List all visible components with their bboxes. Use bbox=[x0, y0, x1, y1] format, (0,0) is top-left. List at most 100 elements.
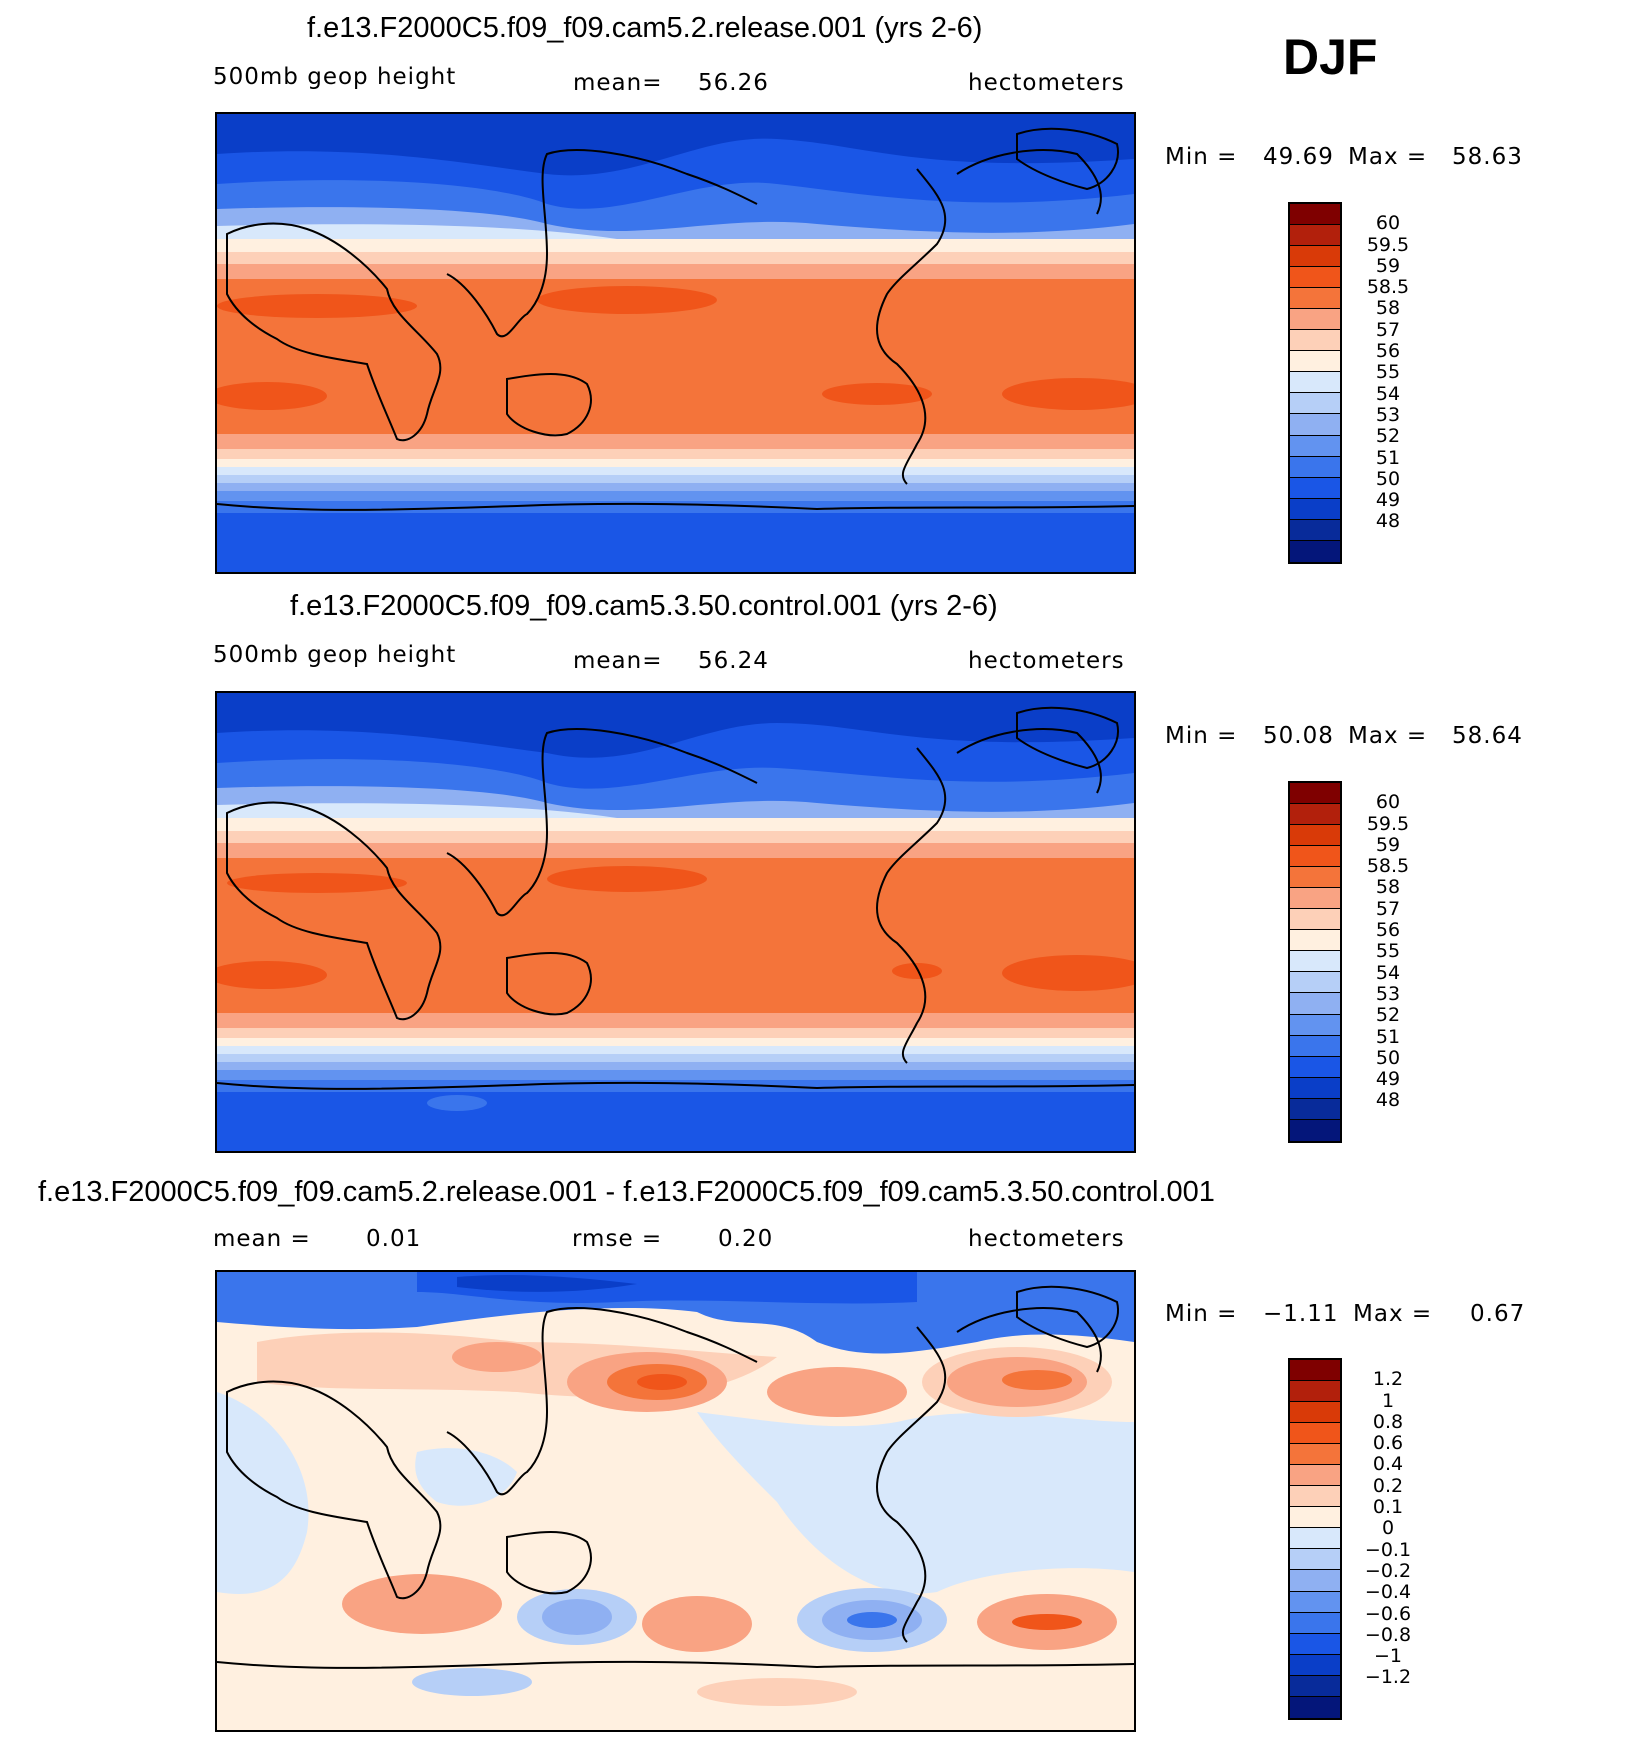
colorbar-segment bbox=[1290, 888, 1340, 910]
panel3-colorbar bbox=[1288, 1358, 1342, 1720]
colorbar-segment bbox=[1290, 993, 1340, 1015]
colorbar-segment bbox=[1290, 225, 1340, 247]
colorbar-segment bbox=[1290, 930, 1340, 952]
colorbar-tick-label: 1.2 bbox=[1372, 1368, 1404, 1391]
panel1-max-label: Max = bbox=[1348, 144, 1428, 170]
colorbar-tick-label: 0.1 bbox=[1372, 1496, 1404, 1519]
colorbar-segment bbox=[1290, 393, 1340, 415]
colorbar-segment bbox=[1290, 1507, 1340, 1529]
colorbar-segment bbox=[1290, 246, 1340, 268]
colorbar-segment bbox=[1290, 414, 1340, 436]
colorbar-segment bbox=[1290, 435, 1340, 457]
colorbar-tick-label: 0.4 bbox=[1372, 1453, 1404, 1476]
colorbar-segment bbox=[1290, 267, 1340, 289]
colorbar-segment bbox=[1290, 519, 1340, 541]
colorbar-segment bbox=[1290, 330, 1340, 352]
panel3-rmse-label: rmse = bbox=[572, 1226, 663, 1252]
panel2-field bbox=[217, 693, 1134, 1151]
colorbar-segment bbox=[1290, 1465, 1340, 1487]
panel2-colorbar bbox=[1288, 781, 1342, 1143]
colorbar-segment bbox=[1290, 1444, 1340, 1466]
colorbar-segment bbox=[1290, 498, 1340, 520]
panel1-min-value: 49.69 bbox=[1263, 144, 1334, 170]
panel3-rmse-value: 0.20 bbox=[718, 1226, 774, 1252]
colorbar-tick-label: 59.5 bbox=[1366, 233, 1410, 256]
panel1-colorbar bbox=[1288, 202, 1342, 564]
colorbar-tick-label: 54 bbox=[1375, 382, 1401, 405]
colorbar-segment bbox=[1290, 1402, 1340, 1424]
panel2-variable: 500mb geop height bbox=[213, 642, 457, 668]
colorbar-segment bbox=[1290, 477, 1340, 499]
colorbar-segment bbox=[1290, 1654, 1340, 1676]
panel3-max-value: 0.67 bbox=[1470, 1301, 1526, 1327]
colorbar-segment bbox=[1290, 1035, 1340, 1057]
colorbar-tick-label: 48 bbox=[1375, 1089, 1401, 1112]
panel1-variable: 500mb geop height bbox=[213, 64, 457, 90]
colorbar-tick-label: −0.8 bbox=[1364, 1623, 1412, 1646]
colorbar-tick-label: 53 bbox=[1375, 982, 1401, 1005]
colorbar-tick-label: 58.5 bbox=[1366, 276, 1410, 299]
colorbar-segment bbox=[1290, 309, 1340, 331]
panel3-units: hectometers bbox=[968, 1226, 1125, 1252]
panel3-map bbox=[215, 1270, 1136, 1732]
colorbar-tick-label: −0.1 bbox=[1364, 1538, 1412, 1561]
panel1-field bbox=[217, 114, 1134, 572]
colorbar-segment bbox=[1290, 825, 1340, 847]
colorbar-tick-label: −0.6 bbox=[1364, 1602, 1412, 1625]
colorbar-tick-label: 54 bbox=[1375, 961, 1401, 984]
colorbar-tick-label: 56 bbox=[1375, 340, 1401, 363]
colorbar-tick-label: 0.2 bbox=[1372, 1474, 1404, 1497]
panel2-max-label: Max = bbox=[1348, 723, 1428, 749]
colorbar-tick-label: 57 bbox=[1375, 897, 1401, 920]
colorbar-segment bbox=[1290, 1528, 1340, 1550]
panel1-mean-label: mean= bbox=[573, 70, 663, 96]
colorbar-segment bbox=[1290, 909, 1340, 931]
colorbar-segment bbox=[1290, 783, 1340, 805]
colorbar-tick-label: 0 bbox=[1381, 1517, 1395, 1540]
colorbar-tick-label: 60 bbox=[1375, 212, 1401, 235]
panel1-min-label: Min = bbox=[1165, 144, 1238, 170]
colorbar-tick-label: 55 bbox=[1375, 940, 1401, 963]
colorbar-tick-label: −1.2 bbox=[1364, 1666, 1412, 1689]
panel1-title: f.e13.F2000C5.f09_f09.cam5.2.release.001… bbox=[307, 12, 983, 44]
colorbar-tick-label: 48 bbox=[1375, 510, 1401, 533]
panel3-mean-label: mean = bbox=[213, 1226, 311, 1252]
colorbar-segment bbox=[1290, 1591, 1340, 1613]
colorbar-segment bbox=[1290, 456, 1340, 478]
colorbar-segment bbox=[1290, 1675, 1340, 1697]
colorbar-segment bbox=[1290, 351, 1340, 373]
colorbar-tick-label: 0.6 bbox=[1372, 1432, 1404, 1455]
colorbar-segment bbox=[1290, 867, 1340, 889]
colorbar-tick-label: 50 bbox=[1375, 467, 1401, 490]
colorbar-tick-label: 58 bbox=[1375, 876, 1401, 899]
colorbar-segment bbox=[1290, 1633, 1340, 1655]
panel3-max-label: Max = bbox=[1353, 1301, 1433, 1327]
season-label: DJF bbox=[1283, 29, 1378, 85]
colorbar-segment bbox=[1290, 1696, 1340, 1718]
colorbar-segment bbox=[1290, 1360, 1340, 1382]
panel1-units: hectometers bbox=[968, 70, 1125, 96]
panel3-min-label: Min = bbox=[1165, 1301, 1238, 1327]
colorbar-tick-label: 58.5 bbox=[1366, 855, 1410, 878]
colorbar-tick-label: 51 bbox=[1375, 446, 1401, 469]
colorbar-segment bbox=[1290, 1014, 1340, 1036]
panel2-max-value: 58.64 bbox=[1452, 723, 1523, 749]
panel2-title: f.e13.F2000C5.f09_f09.cam5.3.50.control.… bbox=[290, 590, 998, 622]
colorbar-segment bbox=[1290, 1119, 1340, 1141]
colorbar-tick-label: 55 bbox=[1375, 361, 1401, 384]
panel2-min-value: 50.08 bbox=[1263, 723, 1334, 749]
colorbar-tick-label: 52 bbox=[1375, 425, 1401, 448]
panel2-min-label: Min = bbox=[1165, 723, 1238, 749]
colorbar-segment bbox=[1290, 1486, 1340, 1508]
panel2-map bbox=[215, 691, 1136, 1153]
panel1-mean-value: 56.26 bbox=[698, 70, 769, 96]
panel3-mean-value: 0.01 bbox=[366, 1226, 422, 1252]
colorbar-segment bbox=[1290, 1423, 1340, 1445]
colorbar-tick-label: 1 bbox=[1381, 1389, 1395, 1412]
colorbar-tick-label: 59 bbox=[1375, 254, 1401, 277]
colorbar-tick-label: −0.2 bbox=[1364, 1559, 1412, 1582]
colorbar-segment bbox=[1290, 1549, 1340, 1571]
colorbar-tick-label: 0.8 bbox=[1372, 1410, 1404, 1433]
colorbar-tick-label: 49 bbox=[1375, 1068, 1401, 1091]
colorbar-segment bbox=[1290, 1077, 1340, 1099]
